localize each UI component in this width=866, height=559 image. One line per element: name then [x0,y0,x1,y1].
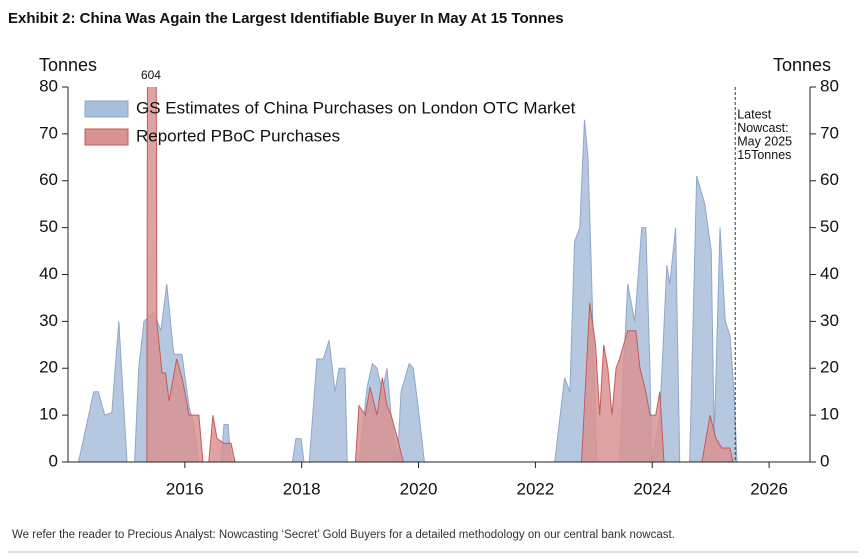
y-axis-label: Tonnes [39,55,97,75]
annotation: Nowcast: [737,121,788,135]
chart-title: Exhibit 2: China Was Again the Largest I… [8,10,564,27]
y2-tick-label: 20 [820,358,839,377]
x-tick-label: 2018 [283,479,321,498]
y-tick-label: 80 [39,76,58,95]
y2-tick-label: 40 [820,264,839,283]
y-tick-label: 30 [39,311,58,330]
x-tick-label: 2024 [633,479,671,498]
plot-area [78,87,738,462]
y-tick-label: 60 [39,170,58,189]
y2-tick-label: 50 [820,217,839,236]
y2-tick-label: 60 [820,170,839,189]
y2-axis-label: Tonnes [773,55,831,75]
area [78,119,738,462]
x-tick-label: 2026 [750,479,788,498]
legend-label: GS Estimates of China Purchases on Londo… [136,98,576,117]
annotation: Latest [737,107,772,121]
y-tick-label: 10 [39,405,58,424]
annotation: 15Tonnes [737,148,791,162]
y2-tick-label: 0 [820,451,829,470]
axes [62,86,816,468]
footnote: We refer the reader to Precious Analyst:… [12,529,675,541]
legend-swatch [84,128,129,146]
x-tick-label: 2020 [400,479,438,498]
legend-swatch [84,100,129,118]
y2-tick-label: 10 [820,405,839,424]
x-tick-label: 2016 [166,479,204,498]
y2-tick-label: 70 [820,123,839,142]
y2-tick-label: 80 [820,76,839,95]
y-tick-label: 40 [39,264,58,283]
area [146,87,734,462]
data-label: 604 [141,68,161,82]
y-tick-label: 20 [39,358,58,377]
y-tick-label: 70 [39,123,58,142]
y2-tick-label: 30 [820,311,839,330]
y-tick-label: 0 [49,451,58,470]
annotation: May 2025 [737,134,792,148]
y-tick-label: 50 [39,217,58,236]
legend-label: Reported PBoC Purchases [136,126,340,145]
x-tick-label: 2022 [516,479,554,498]
